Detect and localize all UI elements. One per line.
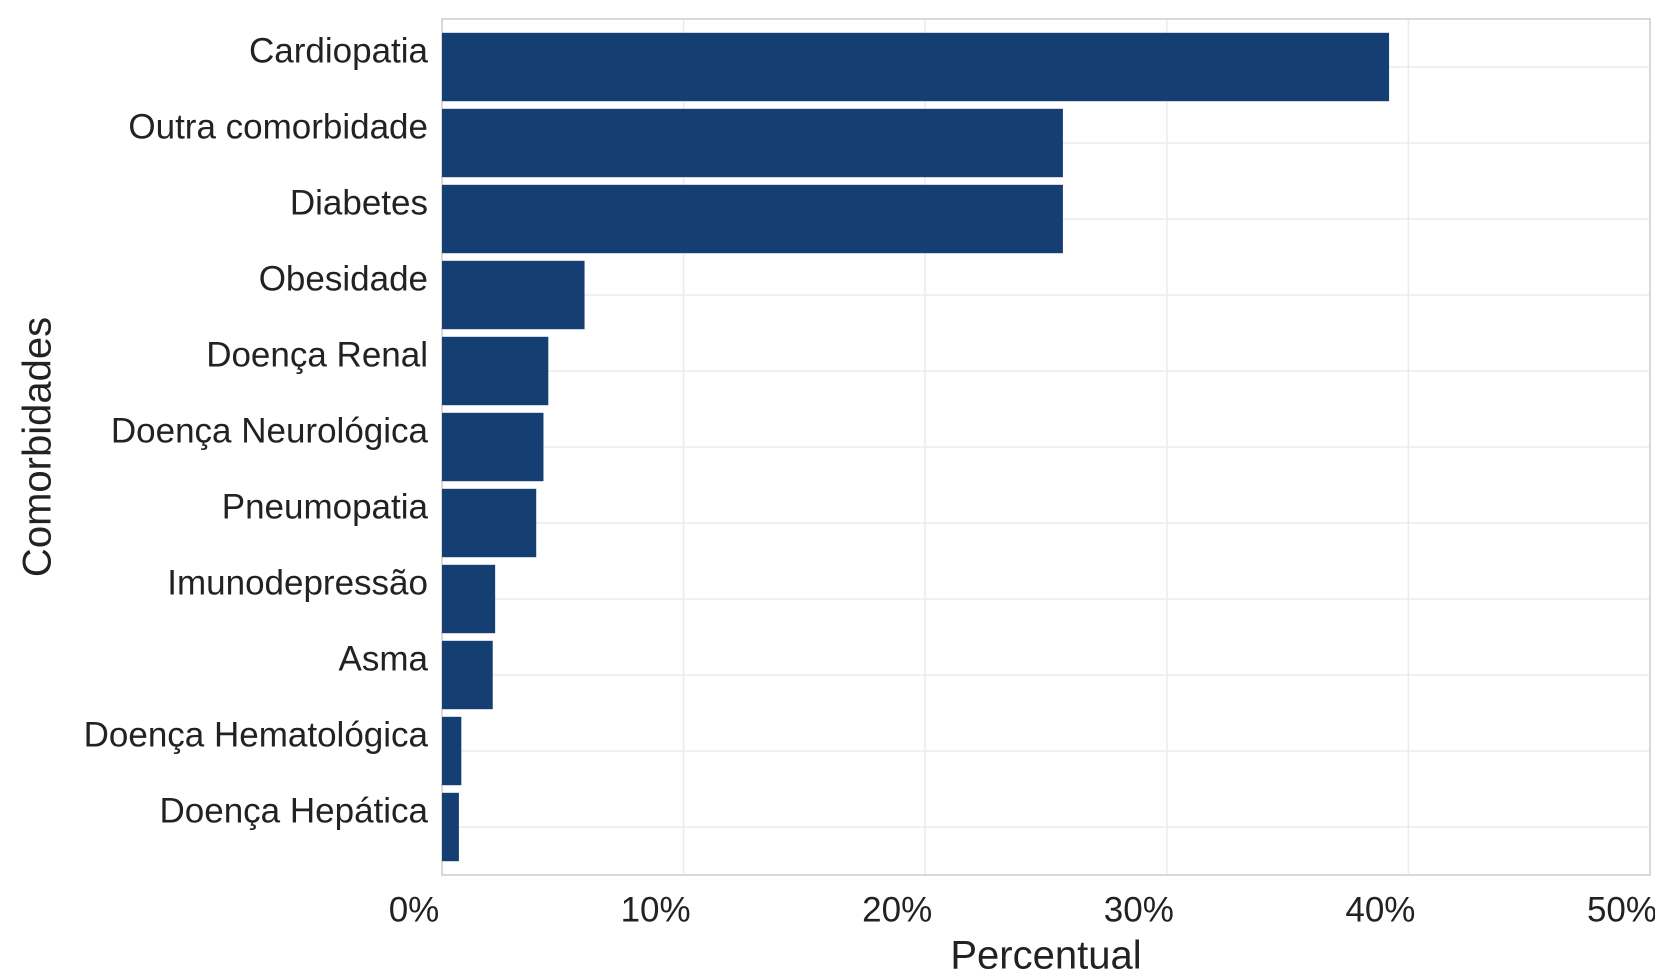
y-tick-label: Doença Hepática (160, 791, 429, 830)
x-axis-label: Percentual (950, 934, 1141, 978)
bar (442, 640, 493, 710)
y-tick-label: Pneumopatia (222, 487, 429, 526)
y-tick-label: Diabetes (290, 183, 428, 222)
bar (442, 564, 496, 634)
y-tick-label: Asma (339, 639, 429, 678)
bar (442, 716, 462, 786)
x-tick-label: 40% (1345, 890, 1415, 929)
y-tick-label: Doença Hematológica (84, 715, 429, 754)
x-tick-label: 10% (621, 890, 691, 929)
bar (442, 488, 537, 558)
y-axis-label: Comorbidades (16, 317, 60, 577)
y-tick-label: Imunodepressão (167, 563, 428, 602)
bar (442, 792, 459, 862)
x-tick-label: 30% (1104, 890, 1174, 929)
bar (442, 108, 1063, 178)
y-tick-label: Doença Renal (206, 335, 428, 374)
bar (442, 260, 585, 330)
bar (442, 32, 1390, 102)
y-tick-label: Obesidade (259, 259, 428, 298)
y-tick-label: Cardiopatia (249, 31, 429, 70)
x-tick-label: 20% (862, 890, 932, 929)
bar (442, 336, 549, 406)
x-tick-label: 50% (1587, 890, 1655, 929)
bar (442, 412, 544, 482)
y-tick-label: Doença Neurológica (111, 411, 429, 450)
x-tick-label: 0% (389, 890, 440, 929)
bar (442, 184, 1063, 254)
y-tick-label: Outra comorbidade (128, 107, 428, 146)
